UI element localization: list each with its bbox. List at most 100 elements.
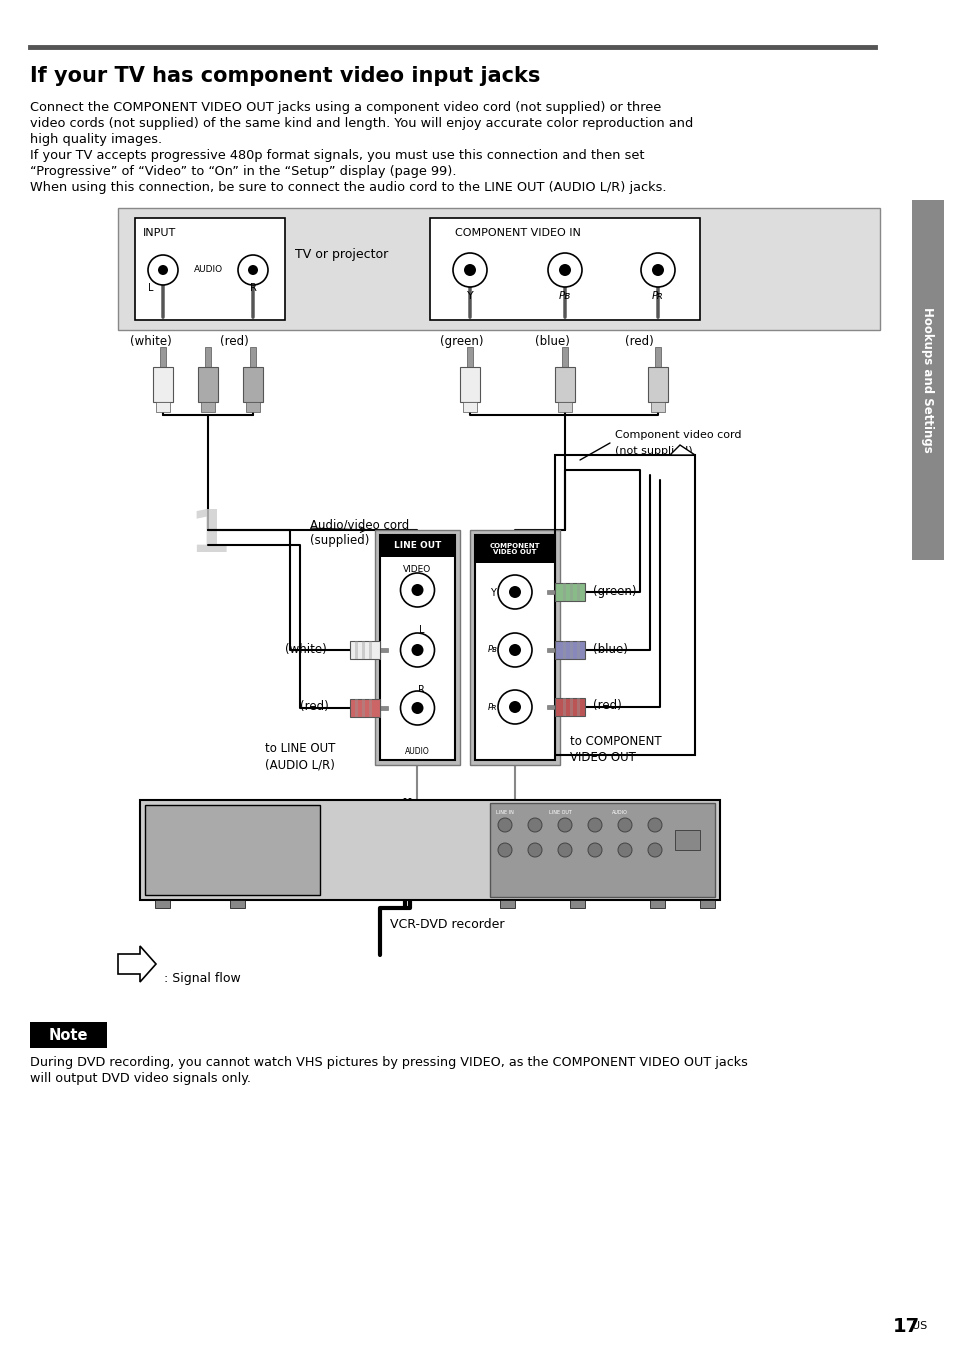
Text: (supplied): (supplied) <box>310 534 369 548</box>
Bar <box>562 698 565 717</box>
Circle shape <box>587 844 601 857</box>
Bar <box>561 347 567 366</box>
Bar <box>355 699 357 717</box>
Circle shape <box>558 818 572 831</box>
Circle shape <box>497 844 512 857</box>
Bar <box>198 366 218 402</box>
Circle shape <box>651 264 663 276</box>
Bar <box>361 641 365 658</box>
Bar <box>369 699 372 717</box>
Circle shape <box>509 585 520 598</box>
Text: will output DVD video signals only.: will output DVD video signals only. <box>30 1072 251 1086</box>
Circle shape <box>463 264 476 276</box>
Circle shape <box>558 844 572 857</box>
Polygon shape <box>669 445 695 456</box>
Text: (blue): (blue) <box>535 335 569 347</box>
Circle shape <box>497 575 532 608</box>
Bar <box>201 402 214 412</box>
Bar <box>160 347 166 366</box>
Text: Hookups and Settings: Hookups and Settings <box>921 307 934 453</box>
Text: “Progressive” of “Video” to “On” in the “Setup” display (page 99).: “Progressive” of “Video” to “On” in the … <box>30 165 456 178</box>
Text: AUDIO: AUDIO <box>612 810 627 814</box>
Bar <box>462 402 476 412</box>
Bar <box>475 535 555 562</box>
Circle shape <box>497 633 532 667</box>
Bar <box>135 218 285 320</box>
Bar <box>577 583 579 602</box>
Bar <box>470 530 559 765</box>
Text: TV or projector: TV or projector <box>294 247 388 261</box>
Circle shape <box>248 265 257 274</box>
Bar <box>675 830 700 850</box>
Text: L: L <box>418 625 424 635</box>
Circle shape <box>148 256 178 285</box>
Bar <box>205 347 211 366</box>
Bar <box>243 366 263 402</box>
Text: (green): (green) <box>439 335 483 347</box>
Text: R: R <box>250 283 256 293</box>
Circle shape <box>453 253 486 287</box>
Text: to LINE OUT: to LINE OUT <box>265 742 335 754</box>
Text: LINE OUT: LINE OUT <box>394 542 440 550</box>
Bar <box>562 583 565 602</box>
Text: COMPONENT VIDEO IN: COMPONENT VIDEO IN <box>455 228 580 238</box>
Circle shape <box>647 818 661 831</box>
Bar <box>430 218 700 320</box>
Circle shape <box>411 644 423 656</box>
Bar <box>569 641 573 658</box>
Text: Pʙ: Pʙ <box>488 645 497 654</box>
Circle shape <box>527 844 541 857</box>
Circle shape <box>509 700 520 713</box>
Text: R: R <box>417 685 424 695</box>
Circle shape <box>497 818 512 831</box>
Text: VCR-DVD recorder: VCR-DVD recorder <box>390 918 504 932</box>
Text: : Signal flow: : Signal flow <box>164 972 240 986</box>
Circle shape <box>647 844 661 857</box>
Text: 17: 17 <box>892 1317 919 1337</box>
Text: Pʙ: Pʙ <box>558 291 571 301</box>
Bar <box>350 699 379 717</box>
Bar <box>546 704 555 708</box>
Text: LINE OUT: LINE OUT <box>548 810 571 814</box>
Text: If your TV has component video input jacks: If your TV has component video input jac… <box>30 66 539 87</box>
Text: high quality images.: high quality images. <box>30 132 162 146</box>
Bar <box>647 366 667 402</box>
Text: 1: 1 <box>190 507 230 564</box>
Bar <box>490 803 714 896</box>
Text: During DVD recording, you cannot watch VHS pictures by pressing VIDEO, as the CO: During DVD recording, you cannot watch V… <box>30 1056 747 1069</box>
Circle shape <box>558 264 571 276</box>
Bar <box>569 698 573 717</box>
Bar <box>562 641 565 658</box>
Circle shape <box>527 818 541 831</box>
Circle shape <box>400 633 434 667</box>
Bar <box>650 402 664 412</box>
Text: VIDEO OUT: VIDEO OUT <box>569 750 636 764</box>
Circle shape <box>400 573 434 607</box>
Circle shape <box>509 644 520 656</box>
Text: Pʀ: Pʀ <box>488 703 497 711</box>
Bar <box>246 402 260 412</box>
Text: (AUDIO L/R): (AUDIO L/R) <box>265 758 335 771</box>
Text: LINE IN: LINE IN <box>496 810 514 814</box>
Bar <box>555 698 584 717</box>
Circle shape <box>587 818 601 831</box>
Text: (red): (red) <box>593 699 621 713</box>
Bar <box>154 900 170 909</box>
Bar <box>156 402 170 412</box>
Circle shape <box>497 690 532 725</box>
Text: L: L <box>148 283 153 293</box>
Text: VIDEO: VIDEO <box>403 565 431 573</box>
Text: video cords (not supplied) of the same kind and length. You will enjoy accurate : video cords (not supplied) of the same k… <box>30 118 693 130</box>
Text: AUDIO: AUDIO <box>405 748 430 757</box>
Circle shape <box>411 702 423 714</box>
Text: If your TV accepts progressive 480p format signals, you must use this connection: If your TV accepts progressive 480p form… <box>30 149 644 162</box>
Text: Audio/video cord: Audio/video cord <box>310 518 409 531</box>
Bar <box>555 641 584 658</box>
Bar <box>350 641 379 658</box>
Text: (white): (white) <box>285 644 327 656</box>
Text: (red): (red) <box>299 700 329 713</box>
Bar <box>649 900 664 909</box>
Circle shape <box>640 253 675 287</box>
Bar <box>355 641 357 658</box>
Bar <box>145 804 319 895</box>
